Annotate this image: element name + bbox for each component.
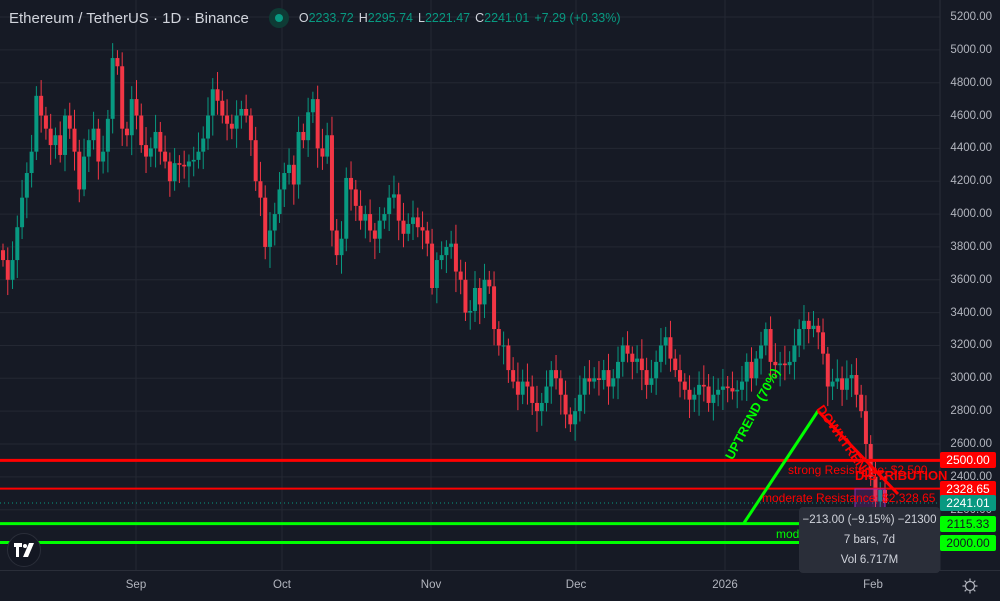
price-tick: 4800.00 <box>950 76 992 89</box>
price-tick: 3000.00 <box>950 372 992 385</box>
price-tick: 2400.00 <box>950 470 992 483</box>
symbol-legend: Ethereum / TetherUS · 1D · Binance O2233… <box>9 8 621 28</box>
change-value: +7.29 (+0.33%) <box>534 11 621 25</box>
price-tick: 4200.00 <box>950 175 992 188</box>
open-value: O2233.72 <box>298 11 354 25</box>
price-tick: 5200.00 <box>950 11 992 23</box>
price-tick: 3800.00 <box>950 240 992 253</box>
price-badge: 2241.01 <box>940 494 996 511</box>
moderate-resistance-label: moderate Resistance: $2,328.65 <box>762 491 936 505</box>
time-label: Nov <box>420 579 442 591</box>
price-tick: 4600.00 <box>950 109 992 122</box>
time-label: Feb <box>863 579 883 591</box>
price-badge: 2500.00 <box>940 452 996 469</box>
price-tick: 5000.00 <box>950 43 992 56</box>
price-badge: 2000.00 <box>940 535 996 551</box>
measure-tooltip: −213.00 (−9.15%) −21300 7 bars, 7d Vol 6… <box>799 507 940 573</box>
price-tick: 2600.00 <box>950 438 992 450</box>
price-tick: 3200.00 <box>950 339 992 352</box>
measure-volume: Vol 6.717M <box>840 554 899 566</box>
moderate-support-label: mod <box>776 527 800 541</box>
symbol-title[interactable]: Ethereum / TetherUS · 1D · Binance <box>9 9 249 27</box>
tradingview-logo-icon[interactable] <box>7 533 41 567</box>
measure-bars: 7 bars, 7d <box>843 534 896 546</box>
price-tick: 4400.00 <box>950 142 992 155</box>
strong-resistance-label: strong Resistance: $2,500 <box>788 463 928 477</box>
distribution-label: DISTRIBUTION <box>855 468 948 483</box>
time-label: Sep <box>125 579 147 591</box>
time-label: Dec <box>565 579 587 591</box>
market-status-icon[interactable] <box>268 8 289 28</box>
high-value: H2295.74 <box>358 11 413 25</box>
price-badge: 2328.65 <box>940 480 996 497</box>
time-label: 2026 <box>712 579 738 591</box>
time-label: Oct <box>273 579 291 591</box>
price-tick: 3600.00 <box>950 273 992 286</box>
measure-change: −213.00 (−9.15%) −21300 <box>802 514 937 526</box>
low-value: L2221.47 <box>417 11 471 25</box>
close-value: C2241.01 <box>475 11 530 25</box>
price-axis[interactable]: 5200.00 5000.00 4800.00 4600.00 4400.00 4200.… <box>940 0 1000 570</box>
price-tick: 3400.00 <box>950 306 992 319</box>
price-tick: 4000.00 <box>950 208 992 221</box>
price-tick: 2800.00 <box>950 405 992 418</box>
price-badge: 2115.33 <box>940 516 996 532</box>
time-axis[interactable]: Sep Oct Nov Dec 2026 Feb <box>0 570 1000 601</box>
settings-gear-icon[interactable] <box>962 578 978 594</box>
